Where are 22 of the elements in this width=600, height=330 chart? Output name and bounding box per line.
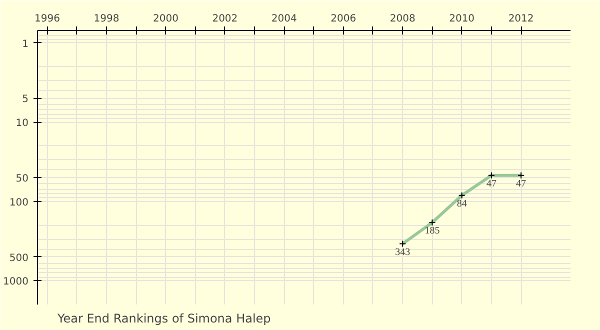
y-tick-label: 1000: [3, 276, 29, 288]
data-label: 47: [516, 178, 526, 190]
x-tick-label: 2000: [152, 14, 178, 24]
x-tick-label: 2006: [330, 14, 356, 24]
y-tick-label: 5: [22, 94, 29, 106]
x-tick-label: 2010: [449, 14, 475, 24]
x-tick-label: 2012: [508, 14, 534, 24]
data-label: 185: [424, 226, 440, 237]
y-tick-label: 100: [9, 197, 29, 208]
y-tick-label: 500: [9, 252, 29, 264]
x-tick-label: 2002: [212, 14, 238, 24]
data-label: 84: [456, 198, 467, 210]
y-tick-label: 1: [22, 38, 29, 50]
y-tick-label: 10: [16, 118, 29, 130]
y-tick-label: 50: [16, 173, 29, 184]
x-tick-label: 1996: [34, 14, 60, 24]
x-tick-label: 1998: [94, 14, 120, 24]
x-tick-label: 2004: [271, 14, 297, 24]
x-tick-label: 2008: [390, 14, 416, 24]
text: Year End Rankings of Simona Halep: [56, 312, 271, 326]
data-label: 343: [395, 246, 410, 258]
data-label: 47: [486, 178, 496, 190]
